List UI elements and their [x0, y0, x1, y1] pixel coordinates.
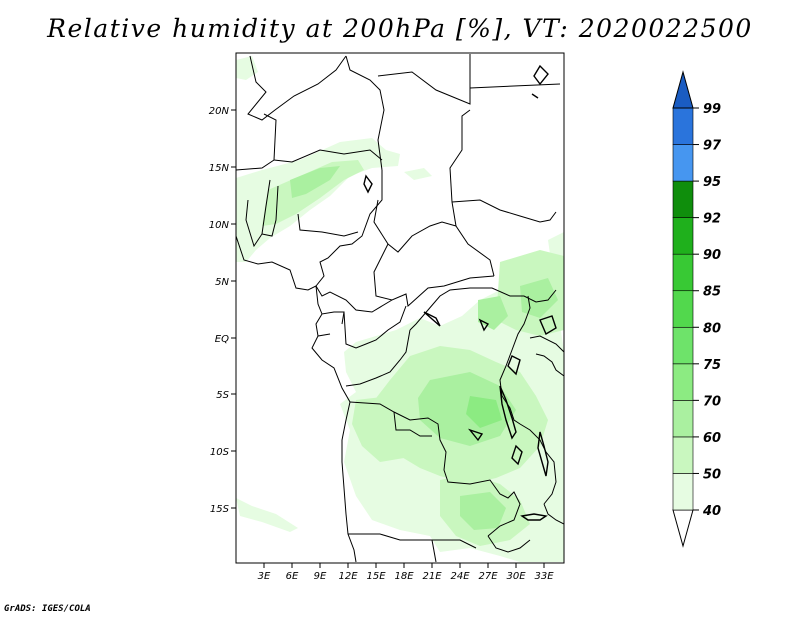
colorbar-label: 97 — [703, 139, 722, 154]
colorbar-segment — [672, 180, 694, 218]
lat-label: 5S — [216, 390, 229, 401]
lon-label: 30E — [506, 571, 526, 582]
map-title: Relative humidity at 200hPa [%], VT: 202… — [47, 14, 753, 43]
colorbar-label: 80 — [703, 321, 721, 336]
lat-label: EQ — [215, 334, 229, 345]
lakes — [363, 64, 557, 521]
lat-label: 15N — [209, 163, 230, 174]
colorbar-segment — [672, 107, 694, 145]
colorbar-label: 90 — [703, 248, 721, 263]
lon-label: 27E — [478, 571, 498, 582]
lon-axis — [263, 563, 545, 568]
lake-kariba — [520, 513, 548, 521]
lon-label: 18E — [394, 571, 414, 582]
map-frame — [235, 52, 565, 564]
colorbar-segment — [672, 436, 694, 474]
colorbar-label: 50 — [703, 467, 721, 482]
lat-axis — [231, 109, 236, 509]
colorbar-segment — [672, 144, 694, 182]
lon-label: 9E — [314, 571, 327, 582]
colorbar-segment — [672, 253, 694, 292]
lon-label: 6E — [286, 571, 299, 582]
lat-labels: 20N 15N 10N 5N EQ 5S 10S 15S — [209, 106, 230, 515]
colorbar-label: 60 — [703, 431, 721, 446]
lat-label: 20N — [209, 106, 230, 117]
humidity-area-sahel — [236, 56, 432, 532]
lat-label: 5N — [215, 277, 229, 288]
lake-chad — [363, 174, 373, 194]
lat-label: 10S — [210, 447, 230, 458]
colorbar-label: 70 — [703, 394, 721, 409]
colorbar-segment — [672, 363, 694, 401]
colorbar-segment — [672, 326, 694, 365]
lake-malawi — [537, 431, 549, 477]
humidity-area-central-africa — [340, 232, 564, 562]
lon-label: 12E — [338, 571, 358, 582]
lake-nasser — [533, 64, 549, 86]
colorbar-label: 85 — [703, 285, 721, 300]
lake-tanganyika — [499, 385, 517, 440]
lake-mweru — [511, 444, 523, 466]
small-lakes — [423, 311, 490, 442]
humidity-shading — [236, 56, 564, 562]
colorbar-label: 99 — [703, 102, 721, 117]
colorbar-cap-low — [672, 509, 694, 548]
grads-credit: GrADS: IGES/COLA — [4, 604, 91, 614]
lon-label: 24E — [450, 571, 470, 582]
lat-label: 10N — [209, 220, 230, 231]
lon-labels: 3E 6E 9E 12E 15E 18E 21E 24E 27E 30E 33E — [258, 571, 555, 582]
lon-label: 3E — [258, 571, 271, 582]
lat-label: 15S — [210, 504, 230, 515]
lon-label: 33E — [534, 571, 554, 582]
colorbar-segment — [672, 217, 694, 255]
colorbar-segment — [672, 473, 694, 511]
colorbar-label: 40 — [702, 504, 721, 519]
lon-label: 21E — [422, 571, 442, 582]
colorbar-label: 95 — [703, 175, 721, 190]
lon-label: 15E — [366, 571, 386, 582]
colorbar: 40 50 60 70 75 80 85 90 92 95 97 99 — [672, 70, 722, 548]
colorbar-label: 75 — [703, 358, 721, 373]
colorbar-cap-high — [672, 70, 694, 109]
colorbar-segment — [672, 400, 694, 438]
lake-kivu — [507, 355, 521, 376]
lake-victoria — [539, 315, 557, 336]
country-borders — [236, 54, 564, 563]
colorbar-label: 92 — [703, 212, 721, 227]
colorbar-segment — [672, 290, 694, 328]
